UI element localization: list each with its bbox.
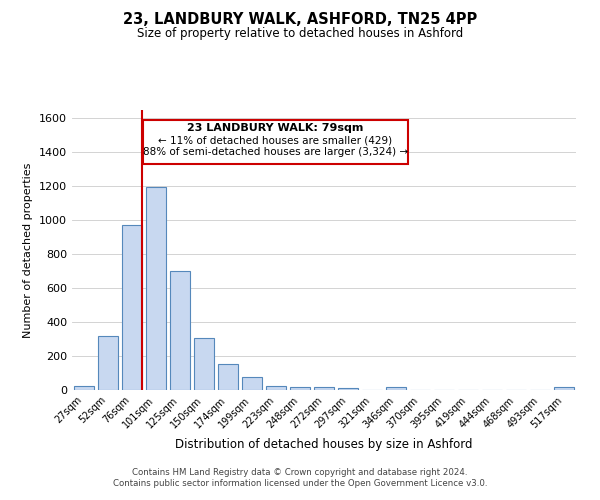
Text: 23, LANDBURY WALK, ASHFORD, TN25 4PP: 23, LANDBURY WALK, ASHFORD, TN25 4PP [123, 12, 477, 28]
Bar [554, 387, 574, 390]
Text: Size of property relative to detached houses in Ashford: Size of property relative to detached ho… [137, 28, 463, 40]
Bar [170, 271, 190, 390]
X-axis label: Distribution of detached houses by size in Ashford: Distribution of detached houses by size … [175, 438, 473, 451]
Bar [98, 336, 118, 390]
Text: 88% of semi-detached houses are larger (3,324) →: 88% of semi-detached houses are larger (… [143, 147, 408, 157]
Bar [314, 388, 334, 390]
Bar [290, 387, 310, 390]
Bar [122, 224, 142, 390]
Y-axis label: Number of detached properties: Number of detached properties [23, 162, 34, 338]
Text: Contains HM Land Registry data © Crown copyright and database right 2024.
Contai: Contains HM Land Registry data © Crown c… [113, 468, 487, 487]
Bar [143, 120, 408, 164]
Text: 23 LANDBURY WALK: 79sqm: 23 LANDBURY WALK: 79sqm [187, 123, 364, 133]
Bar [242, 378, 262, 390]
Bar [74, 386, 94, 390]
Bar [194, 338, 214, 390]
Bar [386, 388, 406, 390]
Bar [338, 388, 358, 390]
Bar [218, 364, 238, 390]
Bar [146, 187, 166, 390]
Bar [266, 386, 286, 390]
Text: ← 11% of detached houses are smaller (429): ← 11% of detached houses are smaller (42… [158, 136, 392, 145]
